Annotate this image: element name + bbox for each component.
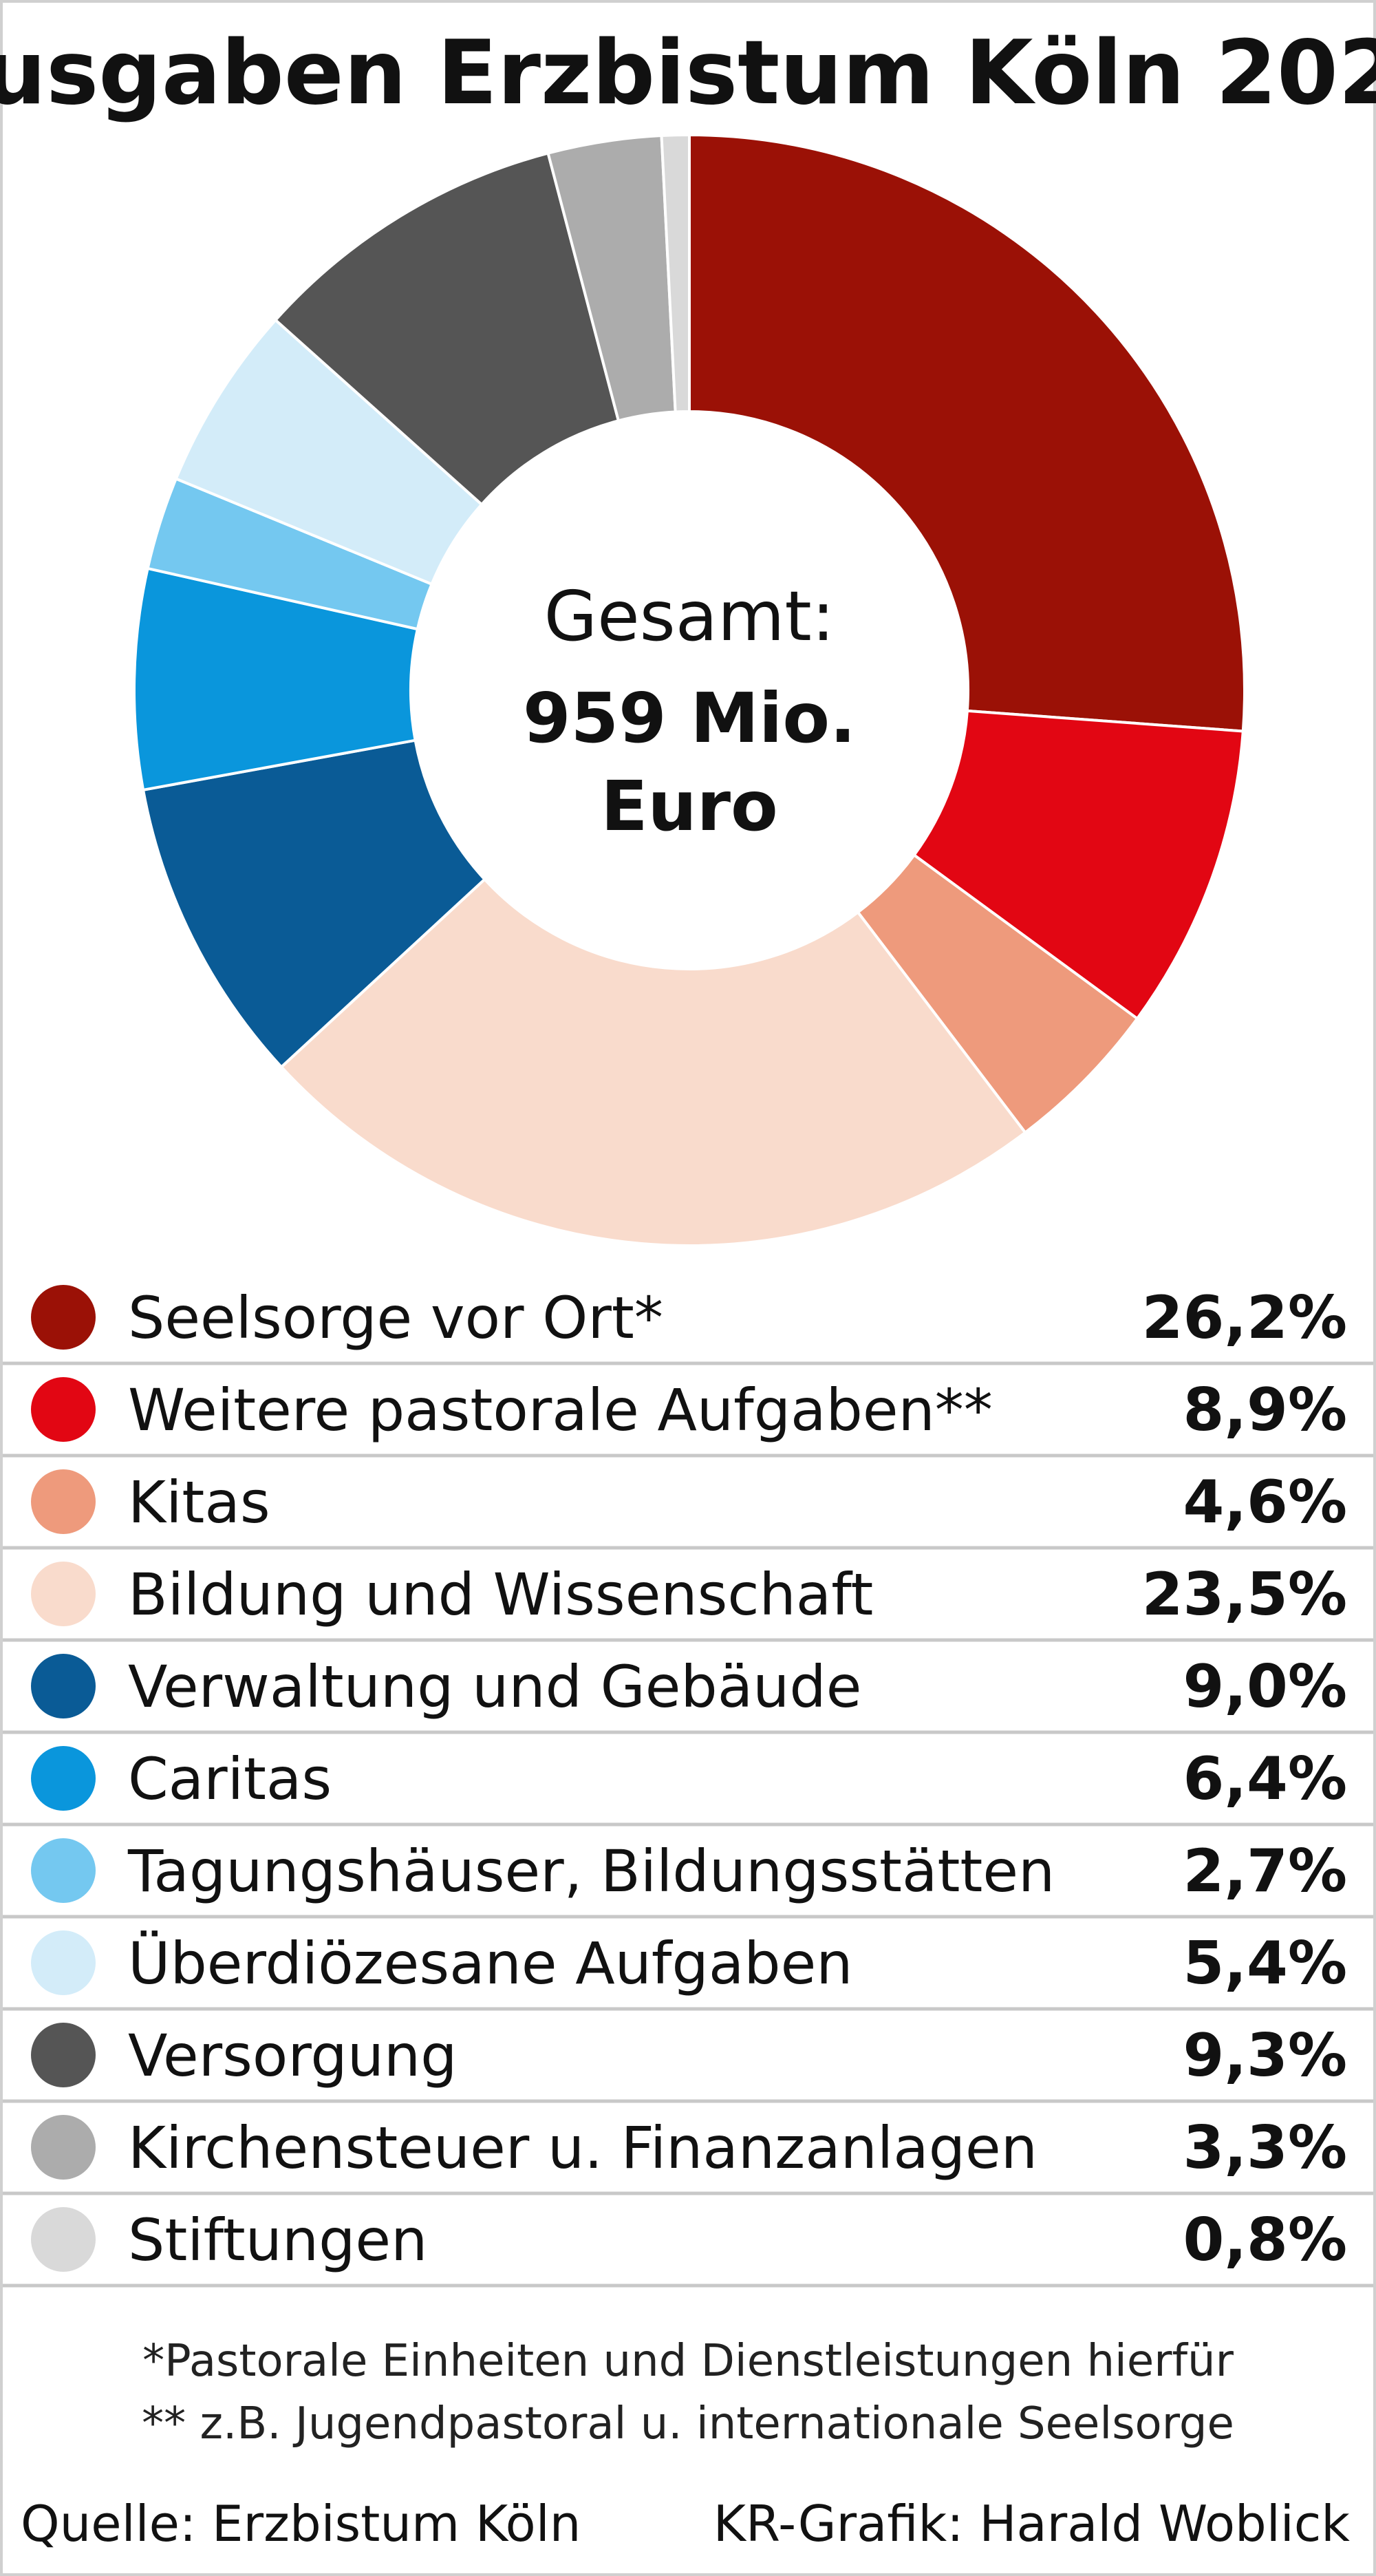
legend-value: 23,5% xyxy=(1142,1560,1347,1629)
legend-label: Caritas xyxy=(128,1745,332,1813)
legend-swatch xyxy=(31,1285,96,1350)
legend-swatch xyxy=(31,1469,96,1534)
legend-swatch xyxy=(31,2115,96,2180)
legend-value: 8,9% xyxy=(1183,1376,1347,1445)
center-label-unit: Euro xyxy=(601,766,778,847)
credit-label: KR-Grafik: Harald Woblick xyxy=(713,2495,1351,2553)
legend-label: Versorgung xyxy=(128,2022,458,2089)
legend: Seelsorge vor Ort* 26,2% Weitere pastorale… xyxy=(3,1284,1373,2288)
legend-swatch xyxy=(31,1838,96,1903)
donut-slice xyxy=(279,877,1027,1247)
legend-label: Weitere pastorale Aufgaben** xyxy=(128,1376,993,1444)
center-label-amount: 959 Mio. xyxy=(523,678,856,758)
legend-value: 9,3% xyxy=(1183,2021,1347,2090)
legend-swatch xyxy=(31,1746,96,1811)
donut-slice xyxy=(660,133,691,414)
legend-value: 26,2% xyxy=(1142,1284,1347,1352)
legend-swatch xyxy=(31,1562,96,1626)
legend-value: 3,3% xyxy=(1183,2114,1347,2182)
donut-slices xyxy=(133,133,1246,1247)
donut-slice xyxy=(273,151,621,507)
legend-label: Verwaltung und Gebäude xyxy=(128,1653,861,1721)
donut-slice xyxy=(688,133,1246,733)
legend-swatch xyxy=(31,2023,96,2087)
legend-value: 9,0% xyxy=(1183,1652,1347,1721)
chart-title: Ausgaben Erzbistum Köln 2023 xyxy=(0,22,1376,125)
legend-label: Seelsorge vor Ort* xyxy=(128,1284,663,1352)
legend-value: 4,6% xyxy=(1183,1468,1347,1537)
donut-slice xyxy=(912,709,1245,1021)
legend-label: Bildung und Wissenschaft xyxy=(128,1561,873,1628)
legend-label: Tagungshäuser, Bildungsstätten xyxy=(127,1838,1055,1905)
footnote-1: *Pastorale Einheiten und Dienstleistunge… xyxy=(142,2336,1234,2387)
donut-slice xyxy=(141,738,487,1069)
legend-label: Stiftungen xyxy=(128,2206,427,2274)
legend-label: Kitas xyxy=(128,1469,270,1536)
legend-value: 0,8% xyxy=(1183,2206,1347,2275)
center-label-total: Gesamt: xyxy=(544,576,835,657)
legend-swatch xyxy=(31,1930,96,1995)
legend-label: Kirchensteuer u. Finanzanlagen xyxy=(128,2114,1038,2182)
legend-value: 2,7% xyxy=(1183,1837,1347,1906)
legend-label: Überdiözesane Aufgaben xyxy=(128,1930,853,1997)
legend-swatch xyxy=(31,1654,96,1718)
legend-value: 6,4% xyxy=(1183,1745,1347,1813)
legend-value: 5,4% xyxy=(1183,1929,1347,1998)
source-label: Quelle: Erzbistum Köln xyxy=(21,2495,581,2553)
legend-swatch xyxy=(31,1377,96,1442)
legend-swatch xyxy=(31,2207,96,2272)
footnote-2: ** z.B. Jugendpastoral u. internationale… xyxy=(142,2398,1234,2449)
